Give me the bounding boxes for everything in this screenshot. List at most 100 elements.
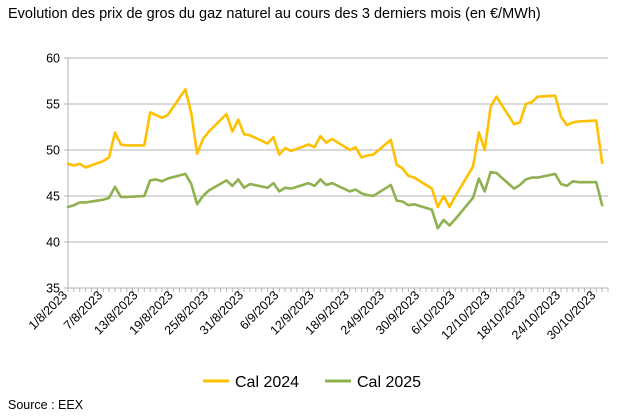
data-point (225, 113, 228, 116)
chart-axes (64, 57, 609, 292)
data-point (448, 224, 451, 227)
x-axis-tick-labels: 1/8/20237/8/202313/8/202319/8/202325/8/2… (26, 288, 599, 342)
data-point (477, 131, 480, 134)
legend-label-1: Cal 2024 (235, 374, 299, 391)
data-point (190, 112, 193, 115)
data-point (395, 199, 398, 202)
data-point (102, 160, 105, 162)
data-point (560, 115, 562, 118)
data-point (436, 227, 439, 230)
data-point (196, 203, 199, 206)
data-point (331, 138, 334, 140)
y-tick-label: 35 (46, 282, 60, 296)
data-point (102, 198, 105, 201)
source-note: Source : EEX (8, 398, 84, 412)
data-point (389, 138, 392, 141)
data-point (225, 179, 228, 182)
data-point (325, 184, 328, 186)
data-point (560, 183, 562, 185)
data-point (114, 131, 116, 134)
data-point (431, 187, 433, 190)
data-point (448, 206, 451, 208)
data-point (524, 178, 527, 181)
chart-legend: Cal 2024 Cal 2025 (203, 374, 421, 391)
data-point (472, 165, 474, 168)
chart-title: Evolution des prix de gros du gaz nature… (8, 6, 541, 22)
data-point (67, 162, 69, 165)
y-tick-label: 40 (46, 236, 60, 250)
legend-label-2: Cal 2025 (357, 374, 421, 391)
data-point (243, 186, 245, 189)
data-point (530, 176, 533, 179)
data-point (554, 173, 557, 175)
data-point (290, 150, 292, 152)
data-point (166, 177, 169, 180)
data-point (202, 195, 204, 197)
data-point (554, 94, 557, 97)
data-point (454, 218, 457, 220)
data-point (237, 118, 240, 121)
data-point (483, 149, 486, 151)
data-point (519, 121, 521, 124)
data-point (231, 184, 234, 187)
data-point (524, 103, 527, 105)
data-point (483, 190, 486, 193)
data-point (489, 105, 492, 108)
data-point (577, 181, 580, 184)
data-point (472, 196, 474, 199)
data-point (155, 178, 157, 181)
data-point (519, 184, 521, 186)
data-point (266, 142, 269, 145)
data-point (108, 196, 110, 199)
data-point (513, 187, 515, 190)
data-point (354, 146, 357, 149)
data-point (401, 200, 404, 203)
data-point (284, 147, 287, 150)
data-point (477, 177, 480, 180)
data-point (231, 130, 234, 133)
data-point (143, 195, 146, 197)
data-point (72, 204, 75, 207)
series-line-2 (66, 170, 604, 230)
data-point (84, 166, 87, 169)
data-point (313, 146, 316, 149)
data-point (401, 167, 404, 170)
data-point (272, 182, 275, 185)
data-point (571, 121, 574, 124)
data-point (360, 156, 363, 159)
data-point (207, 130, 210, 133)
data-point (78, 162, 81, 165)
data-point (166, 114, 169, 116)
data-point (125, 144, 128, 147)
data-point (566, 184, 568, 187)
data-point (307, 182, 310, 185)
data-point (431, 208, 433, 211)
data-point (407, 174, 410, 177)
y-tick-label: 60 (46, 52, 60, 66)
data-point (149, 111, 152, 114)
data-point (284, 186, 287, 189)
y-tick-label: 45 (46, 190, 60, 204)
data-point (366, 154, 369, 157)
data-point (595, 119, 598, 122)
data-point (290, 187, 292, 190)
data-point (237, 178, 240, 181)
data-point (119, 143, 122, 146)
data-point (577, 120, 580, 123)
data-point (395, 163, 398, 166)
data-point (495, 95, 498, 98)
data-point (125, 196, 128, 198)
data-point (454, 195, 457, 197)
data-point (366, 194, 369, 196)
data-point (272, 136, 275, 139)
data-point (114, 185, 116, 188)
data-point (389, 184, 392, 186)
data-point (566, 124, 568, 127)
data-point (601, 204, 604, 207)
data-point (307, 143, 310, 146)
data-point (190, 183, 193, 185)
data-point (331, 182, 334, 185)
data-point (278, 190, 281, 193)
data-point (184, 173, 187, 175)
